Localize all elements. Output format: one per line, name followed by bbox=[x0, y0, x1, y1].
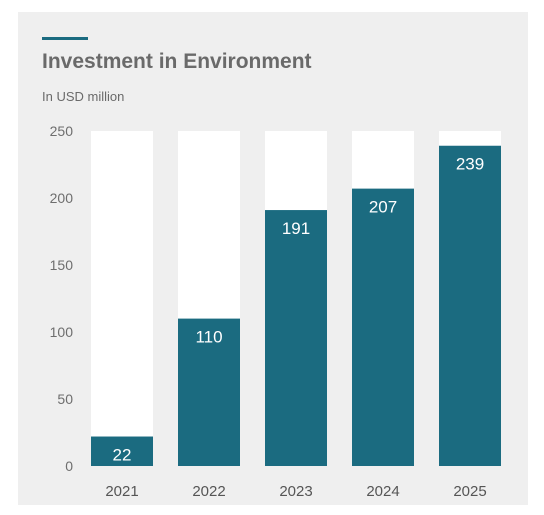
chart-title: Investment in Environment bbox=[42, 50, 312, 73]
x-tick-label: 2024 bbox=[366, 483, 399, 500]
y-tick-label: 100 bbox=[50, 324, 74, 340]
y-tick-label: 50 bbox=[57, 391, 73, 407]
y-tick-label: 250 bbox=[50, 123, 74, 139]
bar-value-label: 191 bbox=[282, 219, 310, 238]
bar bbox=[178, 318, 240, 466]
chart-subtitle: In USD million bbox=[42, 89, 125, 104]
title-accent-rule bbox=[42, 37, 88, 40]
x-tick-label: 2021 bbox=[105, 483, 138, 500]
y-tick-label: 0 bbox=[65, 458, 73, 474]
x-tick-label: 2023 bbox=[279, 483, 312, 500]
y-tick-label: 200 bbox=[50, 190, 74, 206]
bar-value-label: 110 bbox=[195, 328, 222, 347]
bar-value-label: 22 bbox=[113, 446, 132, 465]
chart-panel: Investment in Environment In USD million… bbox=[18, 12, 528, 505]
bar bbox=[352, 188, 414, 466]
bar-track bbox=[91, 131, 153, 466]
bar-value-label: 239 bbox=[456, 155, 484, 174]
x-tick-label: 2025 bbox=[453, 483, 486, 500]
bar bbox=[439, 145, 501, 467]
y-tick-label: 150 bbox=[50, 257, 74, 273]
bar bbox=[91, 436, 153, 466]
x-tick-label: 2022 bbox=[192, 483, 225, 500]
bar-chart: 0 50 100 150 200 250 22 2021 110 2022 191 2023 207 20… bbox=[50, 123, 501, 500]
bar bbox=[265, 210, 327, 466]
bar-value-label: 207 bbox=[369, 198, 397, 217]
